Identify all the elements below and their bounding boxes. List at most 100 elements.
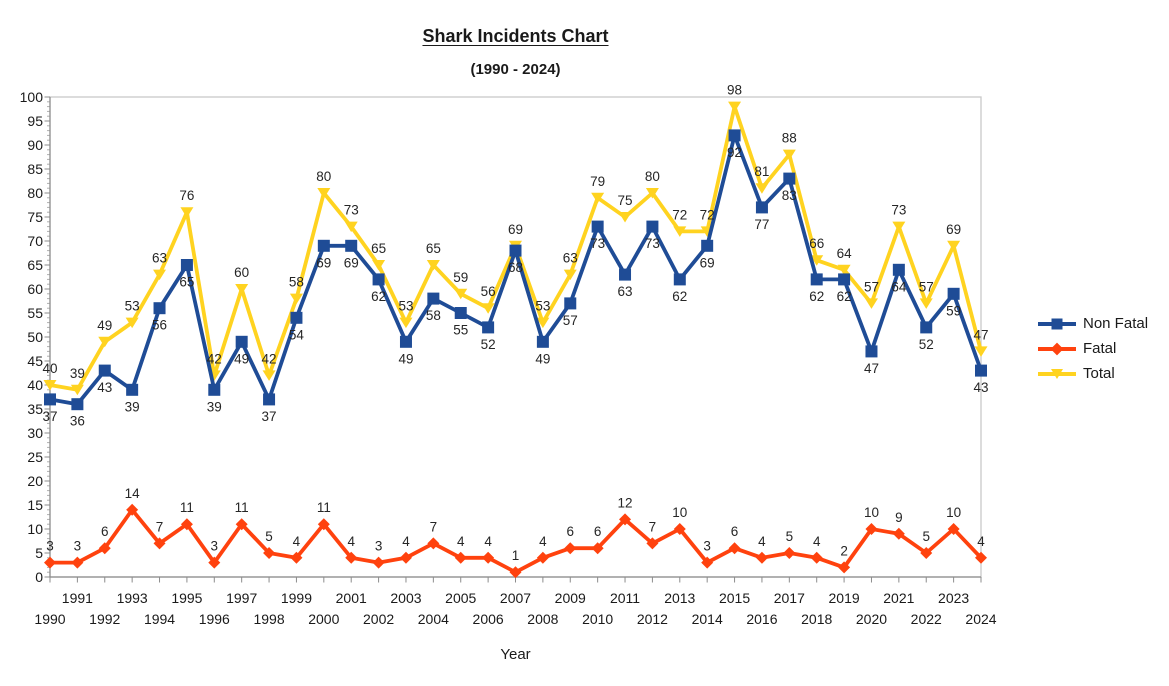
svg-text:77: 77 [754,217,769,232]
series-markers-fatal [44,503,987,579]
chart-title: Shark Incidents Chart [422,26,609,46]
y-axis-major-ticks [44,96,50,578]
svg-text:49: 49 [535,351,550,366]
svg-text:4: 4 [813,534,821,549]
svg-text:65: 65 [27,257,43,273]
svg-text:1995: 1995 [171,590,202,606]
svg-text:1999: 1999 [281,590,312,606]
svg-text:3: 3 [46,539,54,554]
svg-text:100: 100 [20,89,44,105]
svg-text:69: 69 [700,255,715,270]
svg-text:10: 10 [27,521,43,537]
svg-text:5: 5 [922,529,930,544]
svg-text:69: 69 [946,222,961,237]
svg-text:1: 1 [512,548,520,563]
x-axis-ticks [49,577,982,583]
svg-text:10: 10 [672,505,687,520]
svg-text:3: 3 [703,539,711,554]
svg-text:2006: 2006 [473,611,504,627]
svg-text:58: 58 [289,275,304,290]
svg-text:1998: 1998 [253,611,284,627]
svg-text:56: 56 [481,284,496,299]
svg-text:25: 25 [27,449,43,465]
svg-text:2000: 2000 [308,611,339,627]
svg-text:98: 98 [727,83,742,98]
svg-text:2011: 2011 [610,590,640,606]
svg-text:43: 43 [97,380,112,395]
svg-text:95: 95 [27,113,43,129]
svg-text:10: 10 [864,505,879,520]
svg-text:14: 14 [125,486,141,501]
svg-text:2009: 2009 [555,590,586,606]
svg-text:47: 47 [864,361,879,376]
svg-text:54: 54 [289,327,305,342]
legend-line-total [1038,368,1076,379]
svg-text:2016: 2016 [746,611,777,627]
svg-text:73: 73 [891,203,906,218]
svg-text:2003: 2003 [390,590,421,606]
svg-text:2022: 2022 [911,611,942,627]
svg-text:57: 57 [864,279,879,294]
svg-text:49: 49 [97,318,112,333]
svg-text:12: 12 [618,495,633,510]
svg-text:83: 83 [782,188,797,203]
svg-text:57: 57 [563,313,578,328]
svg-text:39: 39 [125,399,140,414]
svg-text:6: 6 [594,524,602,539]
svg-text:80: 80 [316,169,331,184]
svg-text:64: 64 [891,279,907,294]
svg-text:80: 80 [645,169,660,184]
svg-text:10: 10 [946,505,961,520]
svg-text:2020: 2020 [856,611,887,627]
svg-text:2015: 2015 [719,590,750,606]
svg-text:56: 56 [152,318,167,333]
svg-text:69: 69 [344,255,359,270]
svg-text:62: 62 [809,289,824,304]
svg-text:72: 72 [672,207,687,222]
svg-text:2005: 2005 [445,590,476,606]
legend-item-non-fatal: Non Fatal [1038,311,1148,336]
svg-text:85: 85 [27,161,43,177]
series-markers-non-fatal [44,129,987,411]
svg-text:73: 73 [344,203,359,218]
svg-text:5: 5 [786,529,794,544]
svg-text:4: 4 [457,534,465,549]
svg-text:11: 11 [317,500,331,515]
series-labels-total: 40 39 49 53 63 76 42 60 42 58 80 73 65 53 65 59 56 69 53 63… [42,83,988,381]
svg-text:7: 7 [430,519,438,534]
legend: Non Fatal Fatal Total [1038,311,1148,386]
svg-text:9: 9 [895,510,903,525]
legend-label-non-fatal: Non Fatal [1083,315,1149,332]
square-marker-icon [1051,318,1063,329]
svg-text:53: 53 [535,299,550,314]
svg-text:2004: 2004 [418,611,449,627]
svg-text:37: 37 [262,409,277,424]
svg-text:36: 36 [70,414,85,429]
svg-text:0: 0 [35,569,43,585]
chart-subtitle: (1990 - 2024) [470,61,561,78]
diamond-marker-icon [1050,342,1064,355]
svg-text:57: 57 [919,279,934,294]
svg-text:80: 80 [27,185,43,201]
svg-text:81: 81 [754,164,769,179]
svg-text:4: 4 [293,534,301,549]
svg-text:2018: 2018 [801,611,832,627]
svg-text:72: 72 [700,207,715,222]
legend-line-fatal [1038,342,1076,355]
svg-text:1992: 1992 [89,611,120,627]
svg-text:49: 49 [234,351,249,366]
svg-text:65: 65 [426,241,441,256]
svg-text:62: 62 [672,289,687,304]
svg-text:65: 65 [371,241,386,256]
svg-text:73: 73 [645,236,660,251]
svg-text:3: 3 [375,539,383,554]
svg-text:2002: 2002 [363,611,394,627]
x-axis-labels: 1990 1991 1992 1993 1994 1995 1996 1997 1998 1999… [34,590,996,627]
svg-text:63: 63 [152,251,167,266]
svg-text:5: 5 [265,529,273,544]
svg-text:55: 55 [453,323,468,338]
legend-item-total: Total [1038,361,1148,386]
svg-text:55: 55 [27,305,43,321]
svg-text:7: 7 [649,519,657,534]
